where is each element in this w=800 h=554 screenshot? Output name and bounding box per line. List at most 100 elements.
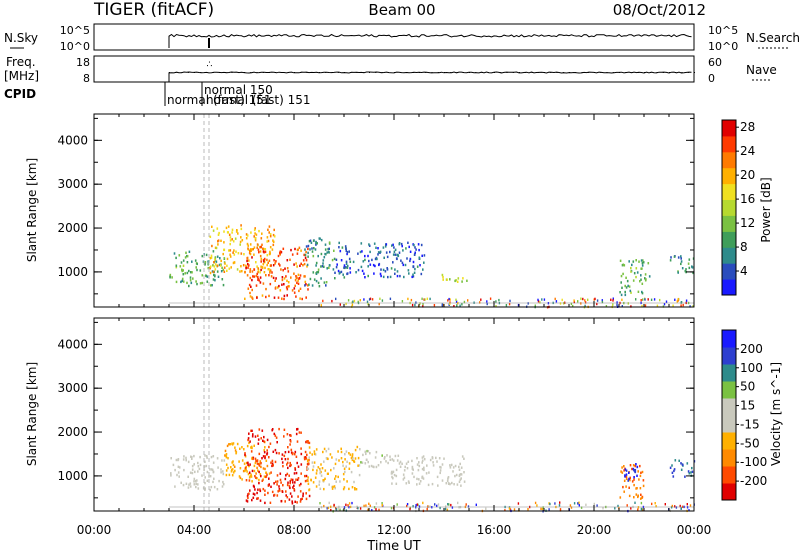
heatmap-cell — [322, 299, 324, 303]
heatmap-cell — [195, 280, 197, 283]
heatmap-cell — [335, 297, 337, 301]
heatmap-cell — [328, 241, 331, 244]
heatmap-cell — [191, 260, 193, 263]
heatmap-cell — [421, 475, 424, 478]
heatmap-cell — [335, 266, 338, 269]
heatmap-cell — [201, 274, 204, 277]
heatmap-cell — [319, 237, 321, 240]
heatmap-cell — [365, 504, 367, 507]
heatmap-cell — [256, 497, 258, 500]
heatmap-cell — [245, 479, 248, 482]
heatmap-cell — [304, 256, 307, 259]
heatmap-cell — [279, 478, 282, 482]
heatmap-cell — [337, 507, 339, 511]
heatmap-cell — [343, 467, 346, 470]
nave-dot — [356, 72, 358, 73]
x-tick-label: 20:00 — [577, 523, 612, 537]
heatmap-cell — [179, 265, 182, 268]
heatmap-cell — [480, 298, 482, 301]
heatmap-cell — [258, 470, 260, 474]
heatmap-cell — [314, 476, 317, 479]
heatmap-cell — [638, 478, 640, 481]
heatmap-cell — [208, 475, 210, 478]
heatmap-cell — [246, 274, 249, 277]
heatmap-cell — [262, 467, 265, 470]
heatmap-cell — [257, 442, 260, 445]
heatmap-cell — [205, 253, 208, 257]
heatmap-cell — [635, 275, 637, 279]
heatmap-cell — [628, 494, 631, 498]
nave-dot — [381, 72, 383, 73]
velocity-colorbar-label: Velocity [m s^-1] — [769, 362, 783, 466]
heatmap-cell — [508, 507, 511, 510]
heatmap-cell — [438, 457, 441, 460]
heatmap-cell — [290, 448, 293, 452]
heatmap-cell — [272, 239, 274, 242]
heatmap-cell — [679, 504, 681, 508]
heatmap-cell — [624, 290, 626, 294]
heatmap-cell — [313, 278, 316, 281]
heatmap-cell — [199, 282, 202, 285]
heatmap-cell — [311, 247, 313, 250]
heatmap-cell — [262, 263, 265, 266]
heatmap-cell — [368, 465, 371, 468]
heatmap-cell — [407, 297, 409, 301]
heatmap-cell — [266, 258, 268, 262]
heatmap-cell — [177, 471, 180, 474]
heatmap-cell — [289, 461, 291, 465]
heatmap-cell — [331, 456, 333, 459]
heatmap-cell — [251, 288, 253, 292]
heatmap-cell — [397, 454, 400, 457]
heatmap-cell — [267, 261, 269, 264]
heatmap-cell — [454, 474, 456, 478]
heatmap-cell — [627, 284, 629, 288]
heatmap-cell — [630, 270, 632, 273]
heatmap-cell — [373, 242, 376, 245]
heatmap-cell — [422, 305, 424, 308]
heatmap-cell — [628, 471, 630, 474]
heatmap-cell — [389, 458, 392, 461]
heatmap-cell — [237, 232, 239, 235]
heatmap-cell — [189, 471, 192, 474]
heatmap-cell — [278, 427, 280, 431]
nave-dot — [244, 72, 245, 73]
heatmap-cell — [441, 463, 444, 466]
heatmap-cell — [315, 448, 318, 451]
heatmap-cell — [441, 303, 443, 306]
heatmap-cell — [296, 427, 299, 431]
heatmap-cell — [340, 447, 342, 450]
heatmap-cell — [266, 464, 269, 468]
heatmap-cell — [431, 457, 434, 460]
heatmap-cell — [541, 507, 544, 511]
heatmap-cell — [259, 460, 262, 463]
colorbar-segment — [722, 279, 736, 296]
heatmap-cell — [386, 255, 389, 259]
heatmap-cell — [269, 246, 272, 249]
heatmap-cell — [331, 258, 334, 262]
heatmap-cell — [233, 249, 235, 252]
heatmap-cell — [272, 464, 274, 467]
heatmap-cell — [278, 284, 280, 288]
heatmap-cell — [328, 266, 330, 269]
heatmap-cell — [385, 460, 387, 463]
heatmap-cell — [670, 256, 672, 259]
heatmap-cell — [451, 506, 454, 509]
heatmap-cell — [626, 279, 629, 283]
heatmap-cell — [253, 246, 256, 249]
heatmap-cell — [392, 470, 395, 473]
heatmap-cell — [290, 434, 292, 437]
heatmap-cell — [254, 461, 257, 465]
heatmap-cell — [234, 449, 237, 452]
heatmap-cell — [281, 461, 284, 464]
heatmap-cell — [233, 253, 236, 256]
heatmap-cell — [348, 467, 351, 470]
heatmap-cell — [290, 276, 292, 279]
heatmap-cell — [634, 468, 637, 472]
heatmap-cell — [231, 461, 233, 464]
heatmap-cell — [246, 500, 249, 503]
heatmap-cell — [254, 435, 257, 438]
heatmap-cell — [296, 428, 298, 431]
heatmap-cell — [633, 483, 635, 487]
heatmap-cell — [450, 503, 452, 507]
colorbar-segment — [722, 135, 736, 153]
